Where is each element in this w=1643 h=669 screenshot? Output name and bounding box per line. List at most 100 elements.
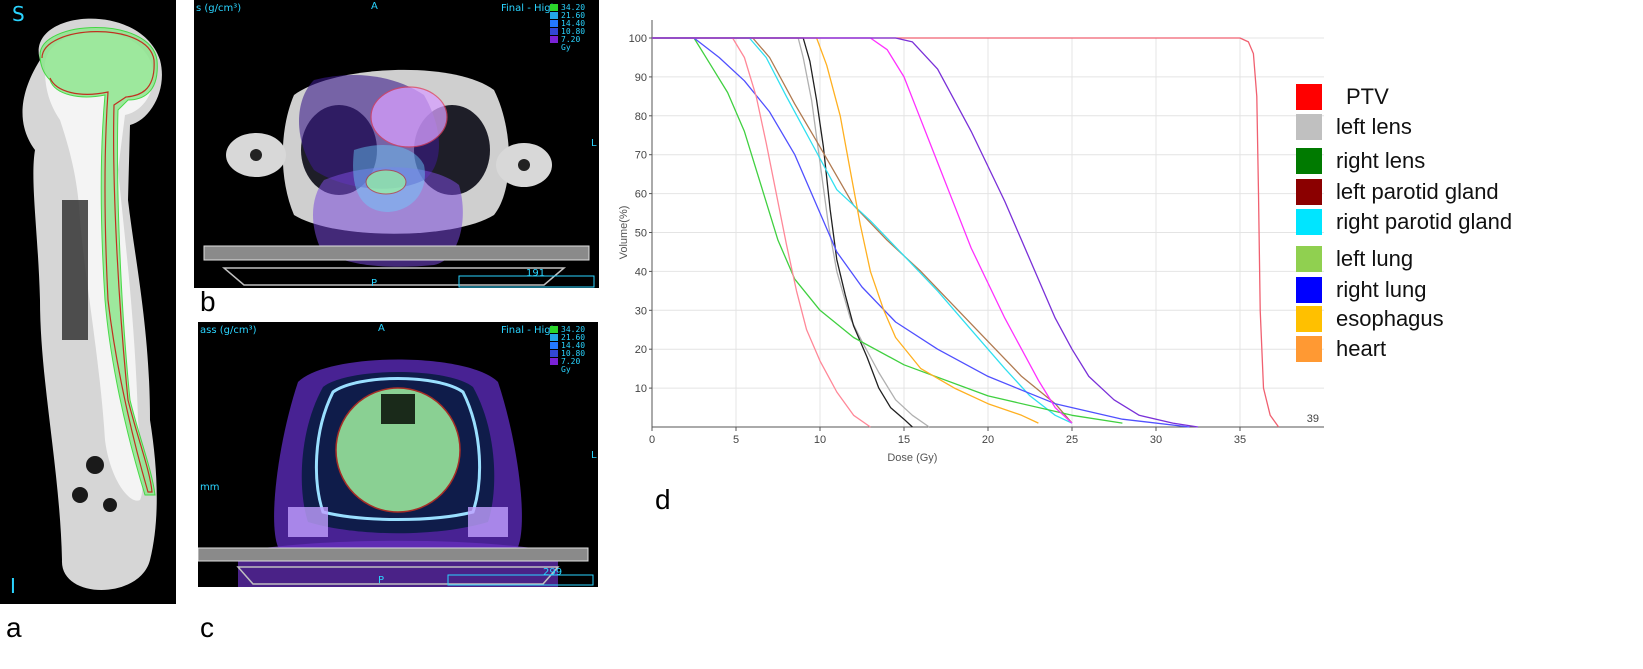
legend-swatch — [1296, 209, 1322, 235]
dose-scale-unit: Gy — [561, 364, 571, 374]
dose-scale-value: 10.80 — [561, 348, 586, 358]
panel-d-label: d — [655, 484, 671, 515]
slice-number: 299 — [543, 567, 563, 578]
legend-item-ptv: PTV — [1296, 84, 1389, 110]
dose-scale-unit: Gy — [561, 42, 571, 52]
dose-scale-row: 7.20 — [550, 356, 585, 366]
x-tick-label: 25 — [1066, 434, 1078, 446]
dose-scale-row: 7.20 — [550, 34, 585, 44]
posterior-marker: P — [378, 575, 385, 586]
panel-a-label: a — [6, 612, 22, 643]
panel-c-label: c — [200, 612, 214, 643]
dose-scale-c: 34.20 21.60 14.40 10.80 7.20 Gy — [550, 324, 586, 374]
dvh-curve-left-parotid-gland — [652, 37, 1073, 424]
dose-scale-value: 34.20 — [561, 2, 586, 12]
dose-scale-value: 14.40 — [561, 18, 586, 28]
legend-swatch — [1296, 84, 1322, 110]
dose-scale-row: 10.80 — [550, 27, 585, 36]
dose-scale-row: Gy — [550, 364, 585, 374]
legend-label: left lens — [1336, 114, 1412, 139]
legend-item-right-lung: right lung — [1296, 277, 1427, 303]
dose-scale-value: 21.60 — [561, 332, 586, 342]
legend-label: right lung — [1336, 277, 1427, 302]
dose-scale-value: 34.20 — [561, 324, 586, 334]
legend-item-heart: heart — [1296, 336, 1386, 362]
y-tick-label: 70 — [635, 150, 647, 162]
legend-item-right-lens: right lens — [1296, 148, 1425, 174]
posterior-marker: P — [371, 278, 378, 288]
x-tick-label: 35 — [1234, 434, 1246, 446]
superior-marker: S — [12, 2, 25, 26]
density-unit-label: ass (g/cm³) — [200, 325, 257, 336]
thorax-ct-image — [194, 0, 599, 288]
legend-label: right lens — [1336, 148, 1426, 173]
legend-swatch — [1296, 179, 1322, 205]
legend-label: left parotid gland — [1336, 179, 1499, 204]
side-unit-label: mm — [200, 482, 220, 493]
x-axis-label: Dose (Gy) — [887, 452, 937, 464]
legend-swatch — [1296, 277, 1322, 303]
inferior-marker: I — [10, 574, 16, 598]
legend-swatch — [1296, 306, 1322, 332]
y-tick-label: 80 — [635, 111, 647, 123]
axial-ct-view-head: ass (g/cm³) A P L mm Final - High 299 34… — [198, 322, 598, 587]
y-tick-label: 90 — [635, 72, 647, 84]
left-marker: L — [591, 138, 597, 149]
legend-swatch — [1296, 114, 1322, 140]
legend-item-left-lung: left lung — [1296, 246, 1413, 272]
axial-ct-view-thorax: s (g/cm³) A P L Final - High 191 34.20 2… — [194, 0, 599, 288]
y-tick-label: 100 — [629, 33, 647, 45]
dvh-curve-unlabeled-9 — [652, 37, 1073, 424]
x-tick-label: 30 — [1150, 434, 1162, 446]
dose-scale-value: 7.20 — [561, 34, 581, 44]
legend-label: left lung — [1336, 246, 1414, 271]
y-tick-label: 10 — [635, 383, 647, 395]
corner-label: 39 — [1307, 413, 1319, 425]
dose-scale-b: 34.20 21.60 14.40 10.80 7.20 Gy — [550, 2, 586, 52]
legend-item-right-parotid-gland: right parotid gland — [1296, 209, 1512, 235]
dose-scale-row: 14.40 — [550, 340, 586, 350]
dvh-curve-esophagus — [652, 37, 1039, 424]
dose-scale-row: 10.80 — [550, 348, 586, 358]
x-tick-label: 0 — [649, 434, 655, 446]
dvh-curve-ptv — [652, 37, 1280, 428]
dvh-curve-heart — [652, 37, 871, 428]
dvh-curve-unlabeled-10 — [652, 37, 1199, 428]
head-ct-image — [198, 322, 598, 587]
dose-scale-value: 14.40 — [561, 340, 586, 350]
dvh-chart: 10 20 30 40 50 60 70 80 90 100 0 5 10 15 20 25 30 35 39 Dos… — [618, 20, 1324, 464]
dvh-curve-left-lens — [652, 37, 930, 428]
anterior-marker: A — [378, 323, 385, 334]
anterior-marker: A — [371, 1, 378, 12]
slice-number: 191 — [526, 268, 546, 279]
dvh-curve-right-lung — [652, 37, 1190, 428]
x-tick-label: 5 — [733, 434, 739, 446]
legend-label: PTV — [1346, 84, 1389, 109]
density-unit-label: s (g/cm³) — [196, 3, 242, 14]
legend-item-left-parotid-gland: left parotid gland — [1296, 179, 1499, 205]
dose-scale-value: 7.20 — [561, 356, 581, 366]
legend-label: heart — [1336, 336, 1387, 361]
legend-swatch — [1296, 148, 1322, 174]
dose-scale-row: 21.60 — [550, 11, 585, 20]
dose-scale-row: Gy — [550, 42, 585, 52]
y-tick-label: 30 — [635, 305, 647, 317]
dose-scale-row: 34.20 — [550, 324, 586, 334]
legend-label: esophagus — [1336, 306, 1444, 331]
legend-swatch — [1296, 336, 1322, 362]
legend-swatch — [1296, 246, 1322, 272]
dose-scale-row: 34.20 — [550, 2, 586, 12]
x-tick-label: 10 — [814, 434, 826, 446]
dvh-curve-left-lung — [652, 37, 1123, 424]
left-marker: L — [591, 450, 597, 461]
plan-mode-label: Final - High — [501, 325, 557, 336]
legend-item-esophagus: esophagus — [1296, 306, 1444, 332]
x-tick-label: 15 — [898, 434, 910, 446]
sagittal-ct-image — [0, 0, 176, 604]
panel-b-label: b — [200, 286, 216, 317]
plan-mode-label: Final - High — [501, 3, 557, 14]
legend-item-left-lens: left lens — [1296, 114, 1412, 140]
y-axis-label: Volume(%) — [618, 206, 630, 260]
dose-scale-row: 14.40 — [550, 18, 586, 28]
x-tick-label: 20 — [982, 434, 994, 446]
